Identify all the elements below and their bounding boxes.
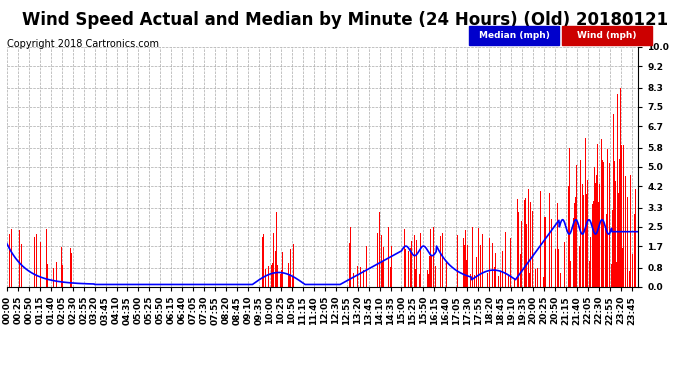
- Text: Median (mph): Median (mph): [479, 31, 549, 40]
- Text: Copyright 2018 Cartronics.com: Copyright 2018 Cartronics.com: [7, 39, 159, 50]
- Text: Wind (mph): Wind (mph): [578, 31, 637, 40]
- Text: Wind Speed Actual and Median by Minute (24 Hours) (Old) 20180121: Wind Speed Actual and Median by Minute (…: [22, 11, 668, 29]
